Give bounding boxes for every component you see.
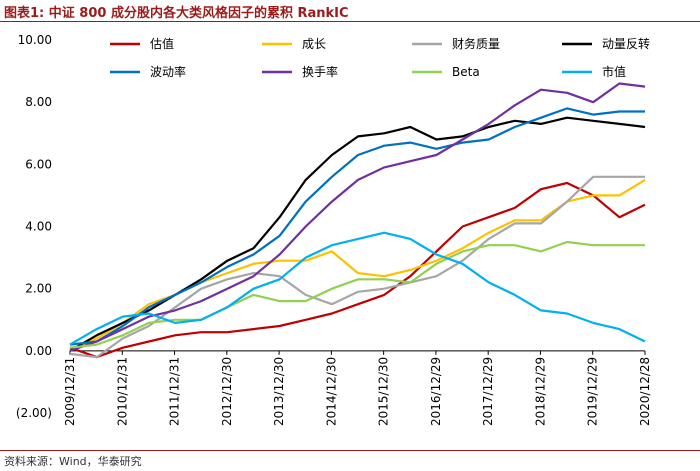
x-tick-label: 2011/12/31 <box>168 357 182 426</box>
legend-label: 估值 <box>150 36 174 51</box>
x-tick-label: 2010/12/31 <box>115 357 129 426</box>
footer-divider <box>0 450 700 451</box>
y-tick-label: 0.00 <box>25 344 52 358</box>
y-tick-label: 4.00 <box>25 220 52 234</box>
x-tick-label: 2016/12/29 <box>429 357 443 426</box>
legend-label: 市值 <box>602 64 626 79</box>
y-axis-ticks: (2.00) 0.00 2.00 4.00 6.00 8.00 10.00 <box>16 33 52 420</box>
legend-label: 波动率 <box>150 64 186 79</box>
x-tick-label: 2014/12/30 <box>324 357 338 426</box>
series-lines <box>69 82 646 359</box>
legend-label: 财务质量 <box>452 36 500 51</box>
series-line-换手率 <box>69 82 646 352</box>
series-line-成长 <box>69 178 646 352</box>
series-line-财务质量 <box>69 175 645 359</box>
y-tick-label: 6.00 <box>25 157 52 171</box>
series-line-波动率 <box>69 107 645 346</box>
series-line-Beta <box>69 240 645 349</box>
x-tick-label: 2018/12/29 <box>533 357 547 426</box>
legend-label: 换手率 <box>302 64 338 79</box>
y-tick-label: 2.00 <box>25 282 52 296</box>
y-tick-label: (2.00) <box>16 406 52 420</box>
x-tick-label: 2012/12/30 <box>220 357 234 426</box>
series-line-估值 <box>69 181 646 359</box>
figure-title: 图表1: 中证 800 成分股内各大类风格因子的累积 RankIC <box>4 6 349 21</box>
x-axis: 2009/12/31 2010/12/31 2011/12/31 2012/12/30… <box>63 350 652 426</box>
x-tick-label: 2019/12/29 <box>586 357 600 426</box>
title-divider <box>0 21 700 22</box>
x-tick-label: 2020/12/28 <box>638 357 652 426</box>
legend-label: 成长 <box>302 37 326 51</box>
line-chart: (2.00) 0.00 2.00 4.00 6.00 8.00 10.00 2009/12/… <box>16 33 652 426</box>
x-tick-label: 2015/12/30 <box>377 357 391 426</box>
y-tick-label: 8.00 <box>25 95 52 109</box>
x-tick-label: 2009/12/31 <box>63 357 77 426</box>
x-tick-label: 2013/12/30 <box>272 357 286 426</box>
legend-label: 动量反转 <box>602 36 650 51</box>
source-note: 资料来源：Wind，华泰研究 <box>4 455 142 468</box>
legend-label: Beta <box>452 65 480 79</box>
series-line-市值 <box>69 231 646 346</box>
x-tick-label: 2017/12/29 <box>481 357 495 426</box>
y-tick-label: 10.00 <box>18 33 52 47</box>
